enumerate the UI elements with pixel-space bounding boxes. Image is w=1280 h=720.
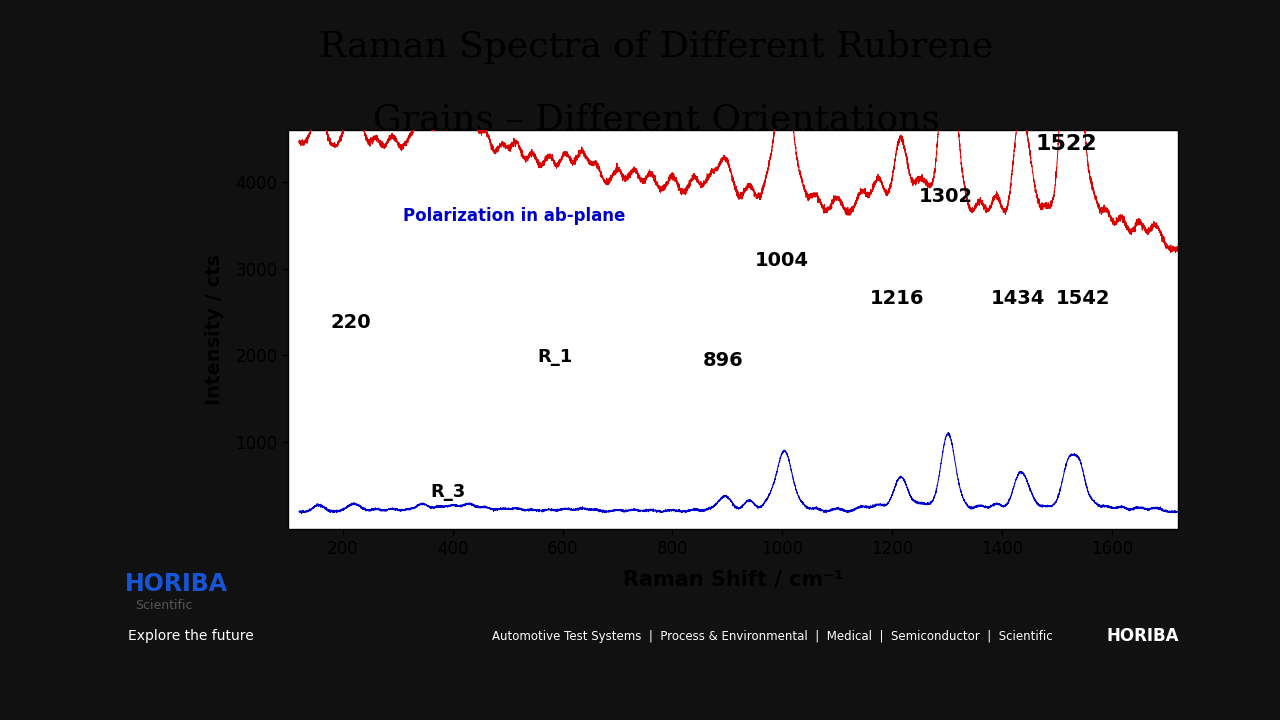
X-axis label: Raman Shift / cm⁻¹: Raman Shift / cm⁻¹ bbox=[622, 570, 844, 590]
Text: 896: 896 bbox=[703, 351, 744, 370]
Text: Scientific: Scientific bbox=[136, 599, 193, 612]
Y-axis label: Intensity / cts: Intensity / cts bbox=[205, 254, 224, 405]
Text: Automotive Test Systems  |  Process & Environmental  |  Medical  |  Semiconducto: Automotive Test Systems | Process & Envi… bbox=[492, 630, 1052, 643]
Text: HORIBA: HORIBA bbox=[125, 572, 228, 595]
Text: Polarization in ab-plane: Polarization in ab-plane bbox=[403, 207, 626, 225]
Text: R_3: R_3 bbox=[431, 483, 466, 501]
Text: 1522: 1522 bbox=[1036, 134, 1097, 154]
Text: 1542: 1542 bbox=[1056, 289, 1110, 307]
Text: R_1: R_1 bbox=[538, 348, 573, 366]
Text: 1004: 1004 bbox=[755, 251, 809, 270]
Text: Grains – Different Orientations: Grains – Different Orientations bbox=[372, 102, 940, 136]
Text: Explore the future: Explore the future bbox=[128, 629, 255, 644]
Text: HORIBA: HORIBA bbox=[1107, 627, 1179, 645]
Text: Raman Spectra of Different Rubrene: Raman Spectra of Different Rubrene bbox=[319, 30, 993, 64]
Text: 220: 220 bbox=[330, 313, 371, 332]
Text: 1302: 1302 bbox=[919, 187, 973, 206]
Text: 1434: 1434 bbox=[991, 289, 1046, 307]
Text: 1216: 1216 bbox=[870, 289, 924, 307]
